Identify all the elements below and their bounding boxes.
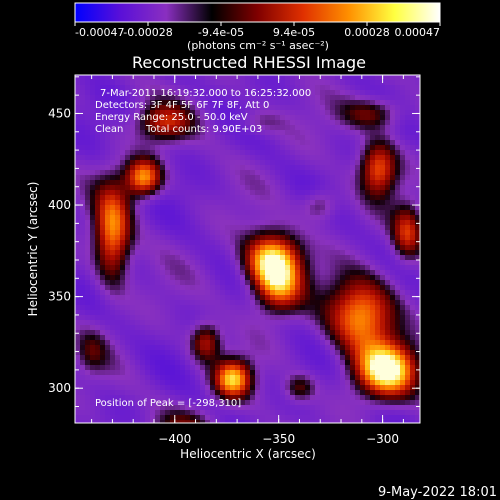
y-tick-label: 300	[48, 381, 71, 395]
x-tick-label: −300	[366, 432, 399, 446]
colorbar-tick-5: 0.00047	[395, 26, 441, 39]
y-axis-label: Heliocentric Y (arcsec)	[26, 182, 40, 317]
colorbar-ticks	[74, 22, 441, 26]
y-tick-label: 400	[48, 198, 71, 212]
axis-ticks	[75, 75, 420, 423]
info-time-range: 7-Mar-2011 16:19:32.000 to 16:25:32.000	[100, 88, 311, 99]
plot-frame	[74, 74, 421, 424]
colorbar-tick-1: -0.00028	[123, 26, 172, 39]
colorbar	[74, 2, 441, 23]
info-clean: Clean	[95, 124, 123, 135]
chart-title: Reconstructed RHESSI Image	[132, 53, 366, 72]
x-tick-label: −350	[262, 432, 295, 446]
colorbar-tick-0: -0.00047	[75, 26, 124, 39]
plot-timestamp: 9-May-2022 18:01	[378, 485, 497, 500]
y-tick-label: 450	[48, 106, 71, 120]
peak-position-label: Position of Peak = [-298,310]	[95, 398, 241, 409]
x-tick-label: −400	[158, 432, 191, 446]
x-axis-label: Heliocentric X (arcsec)	[180, 447, 316, 461]
info-total-counts: Total counts: 9.90E+03	[145, 124, 262, 135]
colorbar-tick-2: -9.4e-05	[198, 26, 244, 39]
colorbar-units: (photons cm⁻² s⁻¹ asec⁻²)	[187, 39, 329, 52]
info-detectors: Detectors: 3F 4F 5F 6F 7F 8F, Att 0	[95, 100, 269, 111]
info-energy-range: Energy Range: 25.0 - 50.0 keV	[95, 112, 248, 123]
colorbar-tick-4: 0.00028	[344, 26, 390, 39]
colorbar-tick-3: 9.4e-05	[273, 26, 315, 39]
y-tick-label: 350	[48, 290, 71, 304]
heatmap-image	[75, 75, 420, 423]
